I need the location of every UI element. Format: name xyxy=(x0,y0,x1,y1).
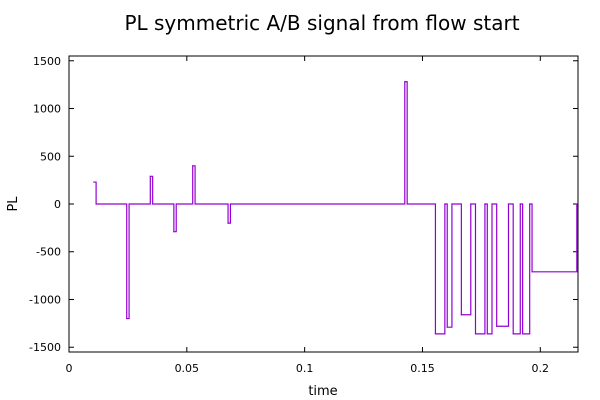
data-point xyxy=(512,333,514,335)
data-point xyxy=(522,333,524,335)
data-point xyxy=(444,203,446,205)
x-tick-label: 0.15 xyxy=(410,362,435,375)
data-point xyxy=(576,203,578,205)
x-tick-label: 0.1 xyxy=(296,362,314,375)
data-point xyxy=(175,203,177,205)
data-point xyxy=(229,203,232,205)
data-point xyxy=(406,203,408,205)
data-point xyxy=(404,81,406,83)
y-tick-label: 1500 xyxy=(33,55,61,68)
y-tick-label: -1000 xyxy=(29,293,61,306)
data-point xyxy=(128,203,130,205)
data-point xyxy=(149,175,151,177)
data-point xyxy=(474,333,477,335)
series-layer xyxy=(93,81,578,335)
x-tick-label: 0 xyxy=(66,362,73,375)
data-point xyxy=(446,326,448,328)
data-point xyxy=(519,203,521,205)
data-point xyxy=(152,203,154,205)
chart-title: PL symmetric A/B signal from flow start xyxy=(124,11,519,35)
data-point xyxy=(434,333,437,335)
data-point xyxy=(496,325,498,327)
data-point xyxy=(194,203,196,205)
y-tick-label: 500 xyxy=(40,150,61,163)
data-point xyxy=(491,203,493,205)
data-point xyxy=(460,314,462,316)
y-tick-label: -1500 xyxy=(29,341,61,354)
y-axis-label: PL xyxy=(6,196,21,212)
data-point xyxy=(173,231,175,233)
data-point xyxy=(484,203,486,205)
data-point xyxy=(529,203,531,205)
data-point xyxy=(451,203,453,205)
x-tick-label: 0.05 xyxy=(175,362,200,375)
data-point xyxy=(192,165,194,167)
x-tick-label: 0.2 xyxy=(532,362,550,375)
data-point xyxy=(93,181,95,183)
x-axis-ticks: 0 0.05 0.1 0.15 0.2 xyxy=(66,56,550,375)
data-point xyxy=(126,317,128,320)
data-point xyxy=(95,203,97,205)
data-point xyxy=(507,203,510,205)
data-point xyxy=(531,271,533,273)
x-axis-label: time xyxy=(308,384,337,399)
y-tick-label: 0 xyxy=(54,198,61,211)
y-tick-label: 1000 xyxy=(33,103,61,116)
data-point xyxy=(227,222,229,224)
y-axis-ticks: 1500 1000 500 0 -500 -1000 -1500 xyxy=(29,55,578,354)
data-point xyxy=(470,203,472,205)
y-tick-label: -500 xyxy=(36,246,61,259)
series-line xyxy=(93,81,578,335)
data-point xyxy=(486,333,488,335)
